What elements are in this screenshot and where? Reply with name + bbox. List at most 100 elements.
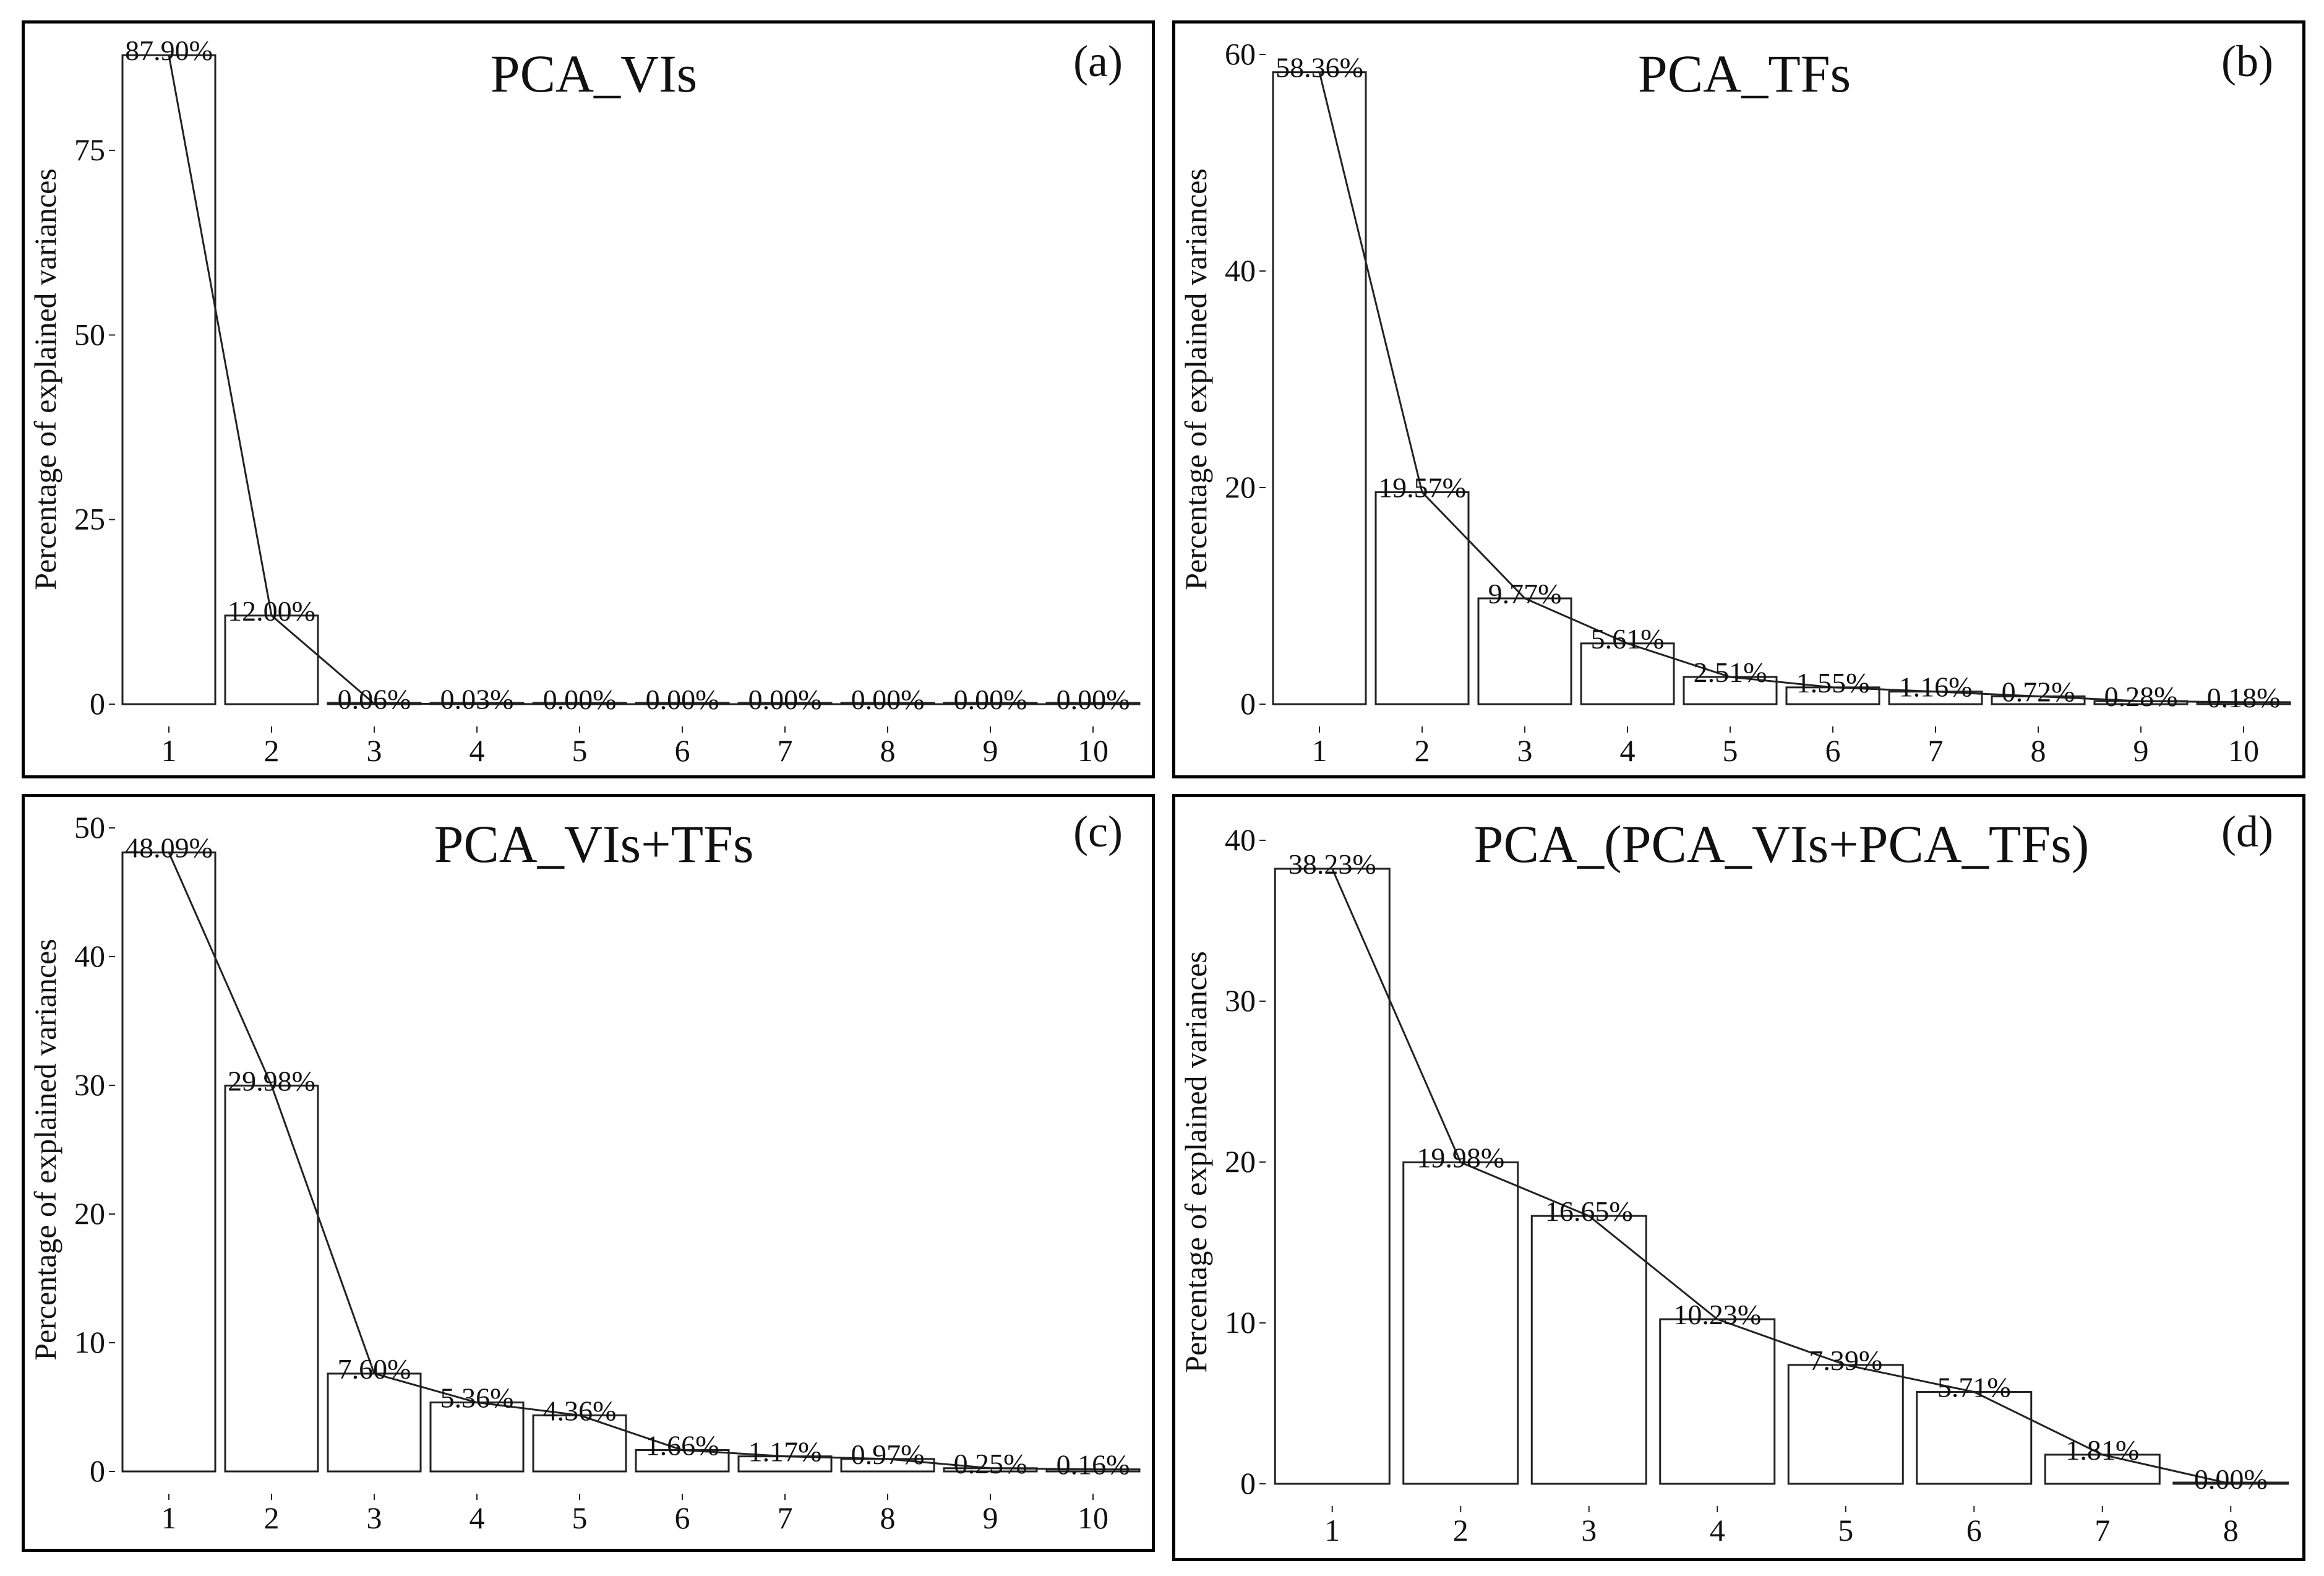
data-label: 1.66% <box>646 1429 719 1461</box>
x-tick-label: 7 <box>778 733 793 768</box>
bar <box>1374 491 1470 705</box>
trend-line <box>1318 72 2244 704</box>
y-axis-label: Percentage of explained variances <box>28 168 62 590</box>
x-tick-label: 7 <box>2095 1513 2110 1548</box>
data-label: 0.28% <box>2104 681 2178 712</box>
y-axis-label: Percentage of explained variances <box>28 939 62 1361</box>
y-tick-label: 30 <box>74 1067 105 1102</box>
x-tick-label: 7 <box>778 1501 793 1535</box>
x-tick-label: 5 <box>572 733 588 768</box>
x-tick-label: 3 <box>367 1501 382 1535</box>
data-label: 0.72% <box>2002 676 2075 707</box>
data-label: 0.18% <box>2207 682 2281 713</box>
x-tick-label: 7 <box>1928 733 1944 768</box>
chart-svg-d: PCA_(PCA_VIs+PCA_TFs) (d) Percentage of ex… <box>1178 807 2289 1548</box>
x-tick-label: 3 <box>1581 1513 1597 1548</box>
x-tick-label: 6 <box>675 733 690 768</box>
chart-title: PCA_(PCA_VIs+PCA_TFs) <box>1474 814 2090 874</box>
x-tick-label: 3 <box>367 733 382 768</box>
x-tick-label: 1 <box>161 733 177 768</box>
y-tick-label: 10 <box>74 1325 105 1359</box>
chart-title: PCA_VIs <box>491 44 698 103</box>
data-label: 19.57% <box>1378 472 1466 504</box>
x-tick-label: 10 <box>1078 1501 1108 1535</box>
data-label: 0.03% <box>440 684 514 715</box>
data-label: 58.36% <box>1276 52 1363 84</box>
bar <box>1787 1364 1904 1485</box>
trend-line <box>168 54 1093 705</box>
trend-line <box>168 852 1094 1471</box>
y-tick-label: 0 <box>90 686 105 721</box>
y-tick-label: 40 <box>74 939 105 973</box>
data-label: 38.23% <box>1288 848 1376 880</box>
y-tick-label: 60 <box>1225 37 1256 71</box>
data-label: 4.36% <box>543 1395 617 1426</box>
x-tick-label: 9 <box>983 733 998 768</box>
x-tick-label: 6 <box>675 1501 690 1535</box>
data-label: 87.90% <box>125 35 213 66</box>
x-tick-label: 3 <box>1517 733 1533 768</box>
data-label: 0.00% <box>1057 684 1130 715</box>
bar <box>1477 597 1572 705</box>
x-tick-label: 6 <box>1966 1513 1982 1548</box>
y-tick-label: 50 <box>74 810 105 845</box>
y-tick-label: 20 <box>1225 470 1256 504</box>
data-label: 0.00% <box>954 684 1027 715</box>
data-label: 10.23% <box>1673 1299 1761 1330</box>
data-label: 0.00% <box>543 684 617 715</box>
data-label: 1.16% <box>1899 671 1973 703</box>
y-tick-label: 75 <box>74 132 105 167</box>
x-tick-label: 4 <box>470 733 485 768</box>
bar <box>1272 71 1367 705</box>
y-tick-label: 20 <box>1225 1144 1256 1179</box>
x-tick-label: 10 <box>2228 733 2259 768</box>
chart-svg-a: PCA_VIs (a) Percentage of explained varian… <box>28 35 1141 768</box>
y-tick-label: 10 <box>1225 1305 1256 1340</box>
chart-svg-c: PCA_VIs+TFs (c) Percentage of explained va… <box>28 807 1141 1535</box>
x-tick-label: 5 <box>1838 1513 1853 1548</box>
y-tick-label: 20 <box>74 1196 105 1231</box>
chart-panel-d: PCA_(PCA_VIs+PCA_TFs) (d) Percentage of ex… <box>1172 794 2305 1561</box>
bar <box>1659 1318 1776 1485</box>
y-tick-label: 40 <box>1225 253 1256 288</box>
x-tick-label: 5 <box>572 1501 588 1535</box>
bar <box>1916 1391 2033 1485</box>
data-label: 0.00% <box>2194 1463 2268 1495</box>
x-tick-label: 8 <box>880 1501 896 1535</box>
x-tick-label: 2 <box>264 733 280 768</box>
data-label: 16.65% <box>1545 1195 1633 1227</box>
x-tick-label: 4 <box>1710 1513 1725 1548</box>
bar <box>121 54 217 705</box>
x-tick-label: 1 <box>1324 1513 1340 1548</box>
x-tick-label: 10 <box>1078 733 1108 768</box>
bar <box>224 1084 319 1473</box>
bar <box>224 614 319 705</box>
x-tick-label: 8 <box>2223 1513 2239 1548</box>
data-label: 19.98% <box>1417 1142 1504 1174</box>
data-label: 1.81% <box>2065 1434 2139 1466</box>
bar <box>1402 1161 1519 1485</box>
bar <box>532 1414 627 1473</box>
chart-panel-c: PCA_VIs+TFs (c) Percentage of explained va… <box>22 794 1155 1552</box>
panel-label: (a) <box>1073 37 1123 86</box>
data-label: 0.00% <box>851 684 925 715</box>
data-label: 12.00% <box>228 595 315 627</box>
bar <box>327 1372 422 1473</box>
x-tick-label: 2 <box>1415 733 1430 768</box>
bar <box>1530 1215 1647 1485</box>
data-label: 1.55% <box>1796 667 1870 699</box>
data-label: 9.77% <box>1488 578 1562 609</box>
chart-title: PCA_TFs <box>1638 44 1851 103</box>
data-label: 1.17% <box>748 1436 822 1468</box>
bar <box>121 851 217 1473</box>
data-label: 0.00% <box>748 684 822 715</box>
data-label: 5.71% <box>1937 1372 2011 1403</box>
x-tick-label: 4 <box>1620 733 1636 768</box>
data-label: 0.16% <box>1057 1449 1130 1481</box>
data-label: 0.06% <box>338 683 411 715</box>
x-tick-label: 2 <box>264 1501 280 1535</box>
trend-line <box>1331 868 2231 1485</box>
y-tick-label: 25 <box>74 502 105 536</box>
data-label: 0.25% <box>954 1448 1027 1479</box>
panel-label: (d) <box>2221 807 2273 856</box>
